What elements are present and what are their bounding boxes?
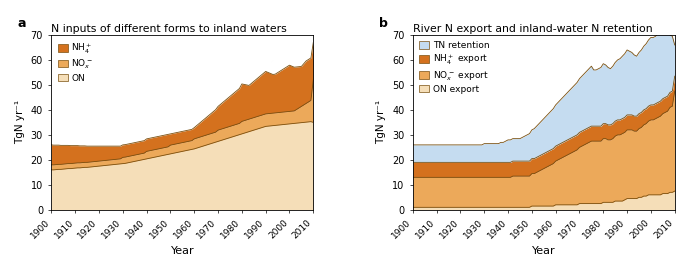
X-axis label: Year: Year [171,246,194,256]
Text: b: b [379,17,388,30]
Y-axis label: TgN yr⁻¹: TgN yr⁻¹ [15,100,25,144]
Text: River N export and inland-water N retention: River N export and inland-water N retent… [413,24,652,34]
Text: N inputs of different forms to inland waters: N inputs of different forms to inland wa… [51,24,287,34]
Legend: NH$_4^+$, NO$_x^-$, ON: NH$_4^+$, NO$_x^-$, ON [56,40,95,84]
Text: a: a [17,17,26,30]
Y-axis label: TgN yr⁻¹: TgN yr⁻¹ [377,100,386,144]
Legend: TN retention, NH$_4^+$ export, NO$_x^-$ export, ON export: TN retention, NH$_4^+$ export, NO$_x^-$ … [417,40,491,95]
X-axis label: Year: Year [532,246,556,256]
